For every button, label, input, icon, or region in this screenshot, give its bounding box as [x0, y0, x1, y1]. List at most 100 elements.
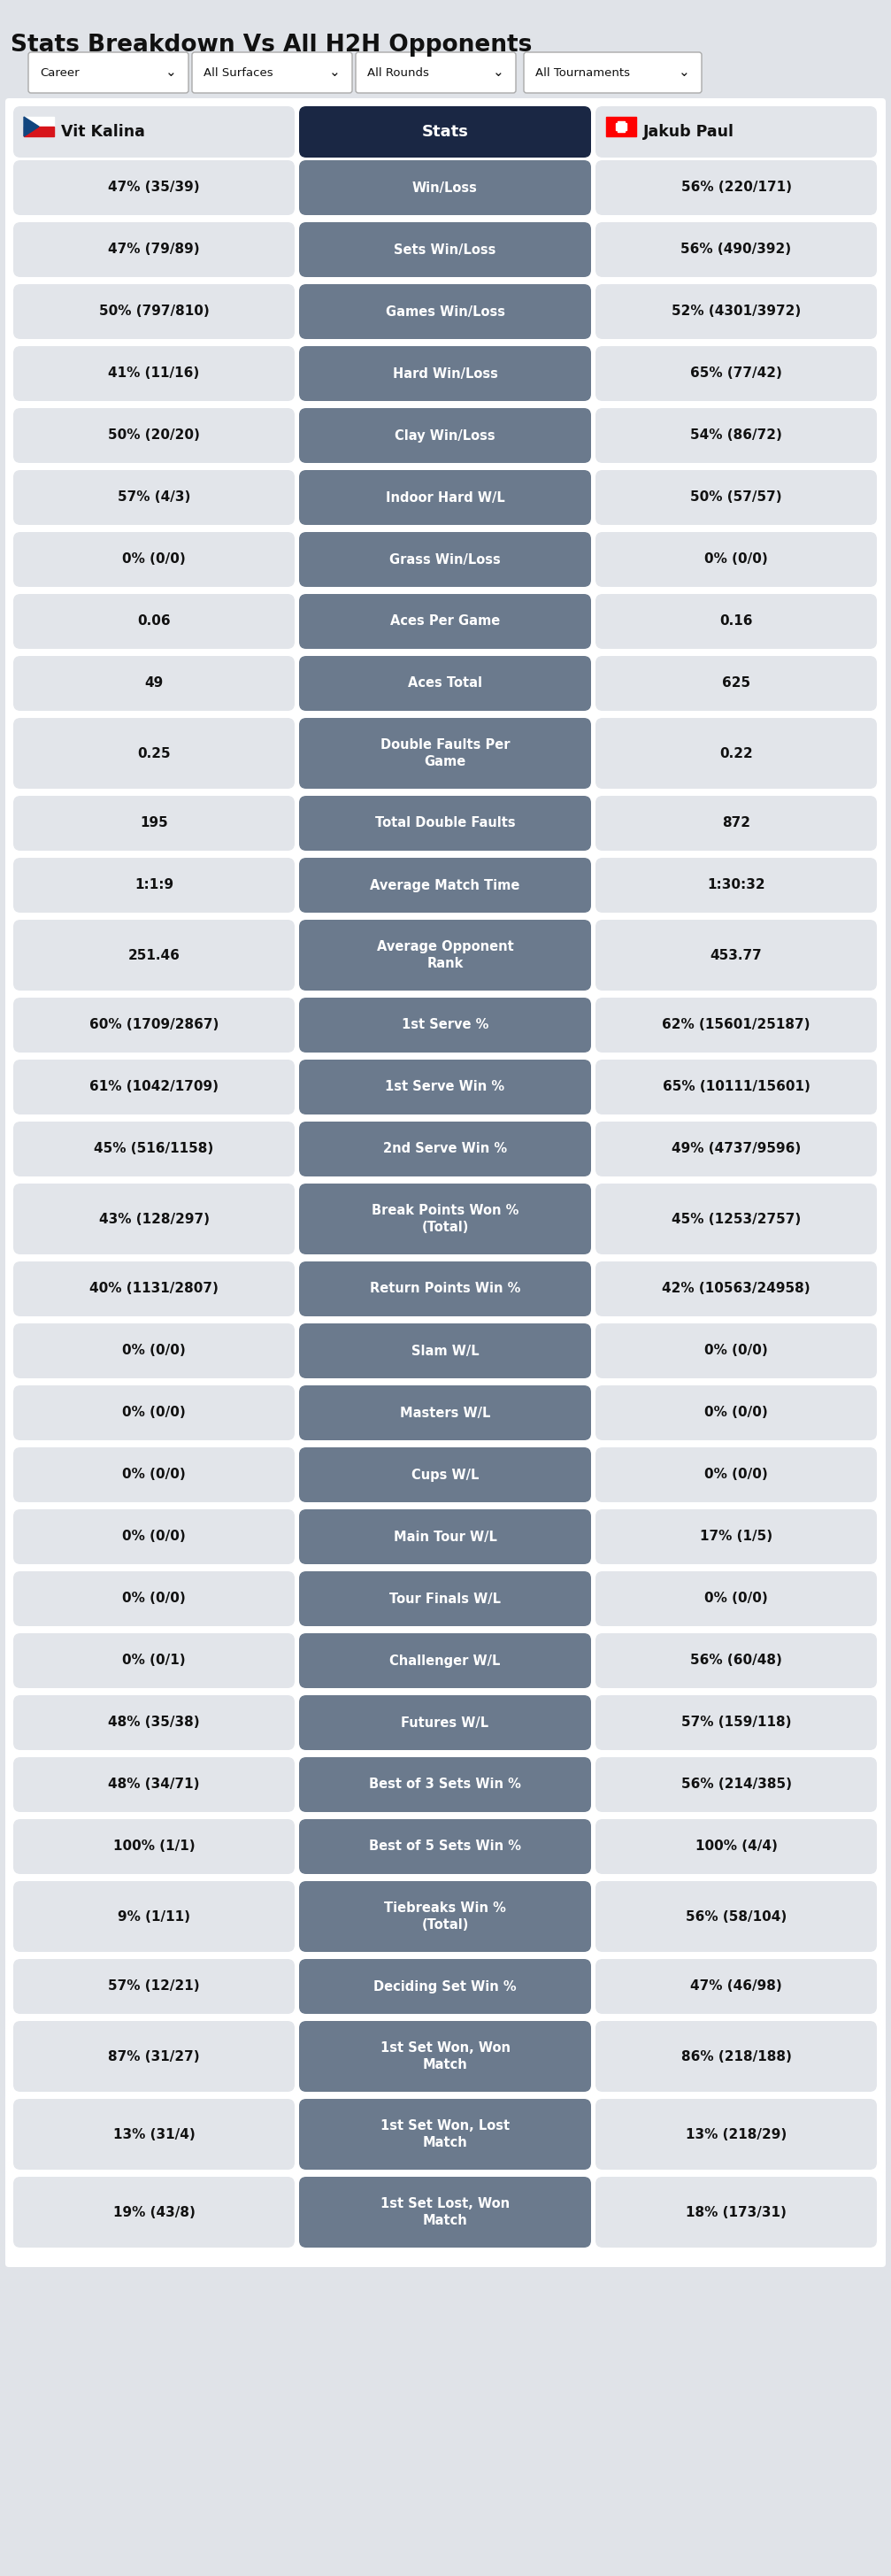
Text: 19% (43/8): 19% (43/8) [113, 2205, 195, 2218]
FancyBboxPatch shape [13, 2099, 295, 2169]
Text: Slam W/L: Slam W/L [411, 1345, 479, 1358]
Text: 0% (0/1): 0% (0/1) [122, 1654, 185, 1667]
FancyBboxPatch shape [595, 1880, 877, 1953]
Text: 1st Serve %: 1st Serve % [402, 1018, 488, 1033]
Text: Futures W/L: Futures W/L [401, 1716, 489, 1728]
Text: 13% (31/4): 13% (31/4) [113, 2128, 195, 2141]
FancyBboxPatch shape [13, 2177, 295, 2249]
Text: 100% (1/1): 100% (1/1) [113, 1839, 195, 1852]
Text: 52% (4301/3972): 52% (4301/3972) [672, 304, 801, 319]
Text: 453.77: 453.77 [710, 948, 762, 961]
FancyBboxPatch shape [299, 533, 591, 587]
Text: 60% (1709/2867): 60% (1709/2867) [89, 1018, 218, 1033]
Text: Break Points Won %
(Total): Break Points Won % (Total) [372, 1203, 519, 1234]
FancyBboxPatch shape [356, 52, 516, 93]
FancyBboxPatch shape [13, 469, 295, 526]
Text: 0.06: 0.06 [137, 616, 170, 629]
Text: ⌄: ⌄ [679, 67, 691, 80]
Text: ⌄: ⌄ [166, 67, 177, 80]
Bar [24, 116, 54, 126]
Text: Indoor Hard W/L: Indoor Hard W/L [386, 492, 504, 505]
FancyBboxPatch shape [595, 1386, 877, 1440]
FancyBboxPatch shape [299, 407, 591, 464]
FancyBboxPatch shape [13, 1182, 295, 1255]
Text: 48% (35/38): 48% (35/38) [108, 1716, 200, 1728]
Text: 9% (1/11): 9% (1/11) [118, 1909, 191, 1924]
FancyBboxPatch shape [13, 533, 295, 587]
FancyBboxPatch shape [595, 407, 877, 464]
Text: 56% (214/385): 56% (214/385) [681, 1777, 791, 1790]
FancyBboxPatch shape [299, 1880, 591, 1953]
FancyBboxPatch shape [5, 98, 886, 2267]
FancyBboxPatch shape [13, 1386, 295, 1440]
FancyBboxPatch shape [299, 2177, 591, 2249]
Text: 17% (1/5): 17% (1/5) [699, 1530, 772, 1543]
FancyBboxPatch shape [299, 719, 591, 788]
Text: 47% (35/39): 47% (35/39) [108, 180, 200, 193]
Text: 57% (12/21): 57% (12/21) [108, 1981, 200, 1994]
FancyBboxPatch shape [595, 222, 877, 278]
Text: 0% (0/0): 0% (0/0) [122, 1406, 185, 1419]
Text: 50% (20/20): 50% (20/20) [108, 428, 200, 443]
FancyBboxPatch shape [299, 222, 591, 278]
Text: 0.22: 0.22 [719, 747, 753, 760]
FancyBboxPatch shape [299, 1510, 591, 1564]
FancyBboxPatch shape [299, 796, 591, 850]
FancyBboxPatch shape [299, 1958, 591, 2014]
FancyBboxPatch shape [13, 106, 295, 157]
FancyBboxPatch shape [595, 719, 877, 788]
FancyBboxPatch shape [595, 1571, 877, 1625]
FancyBboxPatch shape [299, 1819, 591, 1873]
FancyBboxPatch shape [13, 858, 295, 912]
FancyBboxPatch shape [13, 160, 295, 216]
Text: 45% (516/1158): 45% (516/1158) [94, 1141, 214, 1157]
Text: ⌄: ⌄ [330, 67, 340, 80]
FancyBboxPatch shape [29, 52, 189, 93]
Text: 0% (0/0): 0% (0/0) [122, 1592, 185, 1605]
Text: 100% (4/4): 100% (4/4) [695, 1839, 777, 1852]
FancyBboxPatch shape [595, 1059, 877, 1115]
FancyBboxPatch shape [13, 1262, 295, 1316]
Text: 40% (1131/2807): 40% (1131/2807) [89, 1283, 218, 1296]
Text: Tour Finals W/L: Tour Finals W/L [389, 1592, 501, 1605]
Text: Sets Win/Loss: Sets Win/Loss [394, 242, 496, 255]
FancyBboxPatch shape [13, 283, 295, 340]
FancyBboxPatch shape [595, 106, 877, 157]
Text: Cups W/L: Cups W/L [412, 1468, 478, 1481]
Text: 50% (797/810): 50% (797/810) [99, 304, 209, 319]
Text: 47% (79/89): 47% (79/89) [108, 242, 200, 255]
Text: 872: 872 [722, 817, 750, 829]
FancyBboxPatch shape [595, 1448, 877, 1502]
FancyBboxPatch shape [13, 407, 295, 464]
Text: 2nd Serve Win %: 2nd Serve Win % [383, 1141, 507, 1157]
FancyBboxPatch shape [13, 1958, 295, 2014]
FancyBboxPatch shape [595, 1633, 877, 1687]
FancyBboxPatch shape [299, 1571, 591, 1625]
Text: Return Points Win %: Return Points Win % [370, 1283, 520, 1296]
Text: 47% (46/98): 47% (46/98) [691, 1981, 782, 1994]
FancyBboxPatch shape [13, 1510, 295, 1564]
FancyBboxPatch shape [299, 345, 591, 402]
FancyBboxPatch shape [13, 1633, 295, 1687]
Text: 0% (0/0): 0% (0/0) [122, 1468, 185, 1481]
FancyBboxPatch shape [299, 1386, 591, 1440]
Text: 86% (218/188): 86% (218/188) [681, 2050, 791, 2063]
FancyBboxPatch shape [299, 1121, 591, 1177]
FancyBboxPatch shape [13, 796, 295, 850]
FancyBboxPatch shape [595, 283, 877, 340]
Text: 1:1:9: 1:1:9 [135, 878, 174, 891]
FancyBboxPatch shape [192, 52, 352, 93]
FancyBboxPatch shape [13, 997, 295, 1054]
FancyBboxPatch shape [595, 1695, 877, 1749]
Text: Stats: Stats [421, 124, 469, 139]
FancyBboxPatch shape [595, 2022, 877, 2092]
FancyBboxPatch shape [13, 1695, 295, 1749]
FancyBboxPatch shape [13, 1819, 295, 1873]
Text: 195: 195 [140, 817, 168, 829]
Text: Average Opponent
Rank: Average Opponent Rank [377, 940, 513, 971]
FancyBboxPatch shape [13, 1059, 295, 1115]
FancyBboxPatch shape [595, 796, 877, 850]
FancyBboxPatch shape [299, 1633, 591, 1687]
Text: Double Faults Per
Game: Double Faults Per Game [380, 737, 510, 768]
FancyBboxPatch shape [13, 1324, 295, 1378]
